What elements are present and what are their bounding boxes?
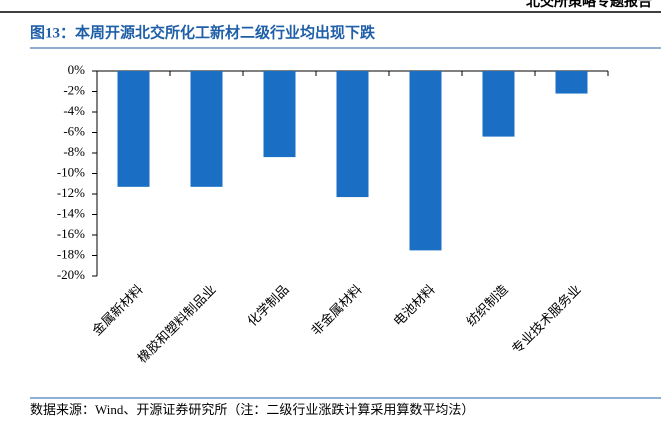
x-tick-label: 化学制品: [244, 282, 291, 329]
y-tick-label: -20%: [57, 267, 85, 282]
bar: [190, 71, 223, 187]
x-tick-label: 专业技术服务业: [509, 282, 584, 357]
x-tick-label: 电池材料: [390, 282, 437, 329]
x-tick-label: 纺织制造: [463, 282, 510, 329]
bar: [409, 71, 442, 251]
y-tick-label: -8%: [63, 144, 85, 159]
x-tick-label: 金属新材料: [89, 282, 146, 339]
chart-title: 图13：本周开源北交所化工新材二级行业均出现下跌: [30, 23, 376, 41]
y-tick-label: -18%: [57, 246, 85, 261]
y-tick-label: -12%: [57, 185, 85, 200]
y-tick-label: -14%: [57, 205, 85, 220]
header: 北交所策略专题报告: [526, 0, 652, 10]
bar: [555, 71, 588, 94]
bar: [117, 71, 150, 187]
x-tick-label: 橡胶和塑料制品业: [135, 282, 219, 366]
y-tick-label: -6%: [63, 123, 85, 138]
source-note: 数据来源：Wind、开源证券研究所（注：二级行业涨跌计算采用算数平均法）: [30, 402, 474, 417]
y-tick-label: -2%: [63, 82, 85, 97]
bar: [263, 71, 296, 158]
bar: [336, 71, 369, 198]
x-tick-label: 非金属材料: [308, 282, 365, 339]
y-tick-label: -16%: [57, 226, 85, 241]
y-tick-label: -10%: [57, 164, 85, 179]
bar: [482, 71, 515, 137]
y-tick-label: 0%: [68, 62, 86, 77]
y-tick-label: -4%: [63, 103, 85, 118]
